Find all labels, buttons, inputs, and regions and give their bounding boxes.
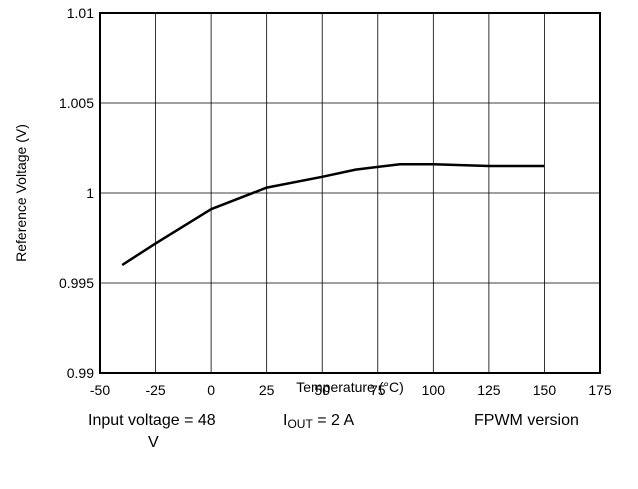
input-voltage-condition: Input voltage = 48 V — [88, 410, 248, 454]
x-tick-label: 0 — [207, 382, 215, 398]
series-line — [121, 162, 545, 267]
x-tick-label: 100 — [422, 382, 446, 398]
output-current-condition: IOUT = 2 A — [283, 410, 354, 435]
x-axis-label: Temperature (°C) — [296, 379, 404, 395]
x-tick-label: 25 — [259, 382, 275, 398]
y-axis-label: Reference Voltage (V) — [13, 124, 29, 262]
y-tick-label: 1 — [86, 185, 94, 201]
plot-frame — [99, 12, 601, 374]
input-voltage-line-1: Input voltage = 48 — [88, 412, 216, 429]
iout-subscript: OUT — [287, 417, 313, 431]
y-tick-label: 1.01 — [67, 5, 94, 21]
reference-voltage-chart: -50 -25 0 25 50 75 100 125 150 175 0.99 0.995 1 1.00… — [13, 5, 612, 398]
y-tick-label: 0.995 — [59, 275, 94, 291]
x-tick-label: 175 — [588, 382, 612, 398]
y-tick-labels: 0.99 0.995 1 1.005 1.01 — [59, 5, 94, 381]
x-tick-labels: -50 -25 0 25 50 75 100 125 150 175 — [90, 382, 612, 398]
x-tick-label: 125 — [477, 382, 501, 398]
input-voltage-line-2: V — [148, 434, 159, 451]
x-tick-label: 50 — [314, 382, 330, 398]
iout-value: = 2 A — [312, 412, 355, 429]
version-condition: FPWM version — [474, 412, 579, 429]
x-tick-label: -50 — [90, 382, 110, 398]
y-tick-label: 1.005 — [59, 95, 94, 111]
x-tick-label: -25 — [145, 382, 165, 398]
iout-prefix: I — [283, 412, 288, 429]
x-tick-label: 75 — [370, 382, 386, 398]
y-tick-label: 0.99 — [67, 365, 94, 381]
x-tick-label: 150 — [533, 382, 557, 398]
grid-lines — [100, 13, 600, 373]
